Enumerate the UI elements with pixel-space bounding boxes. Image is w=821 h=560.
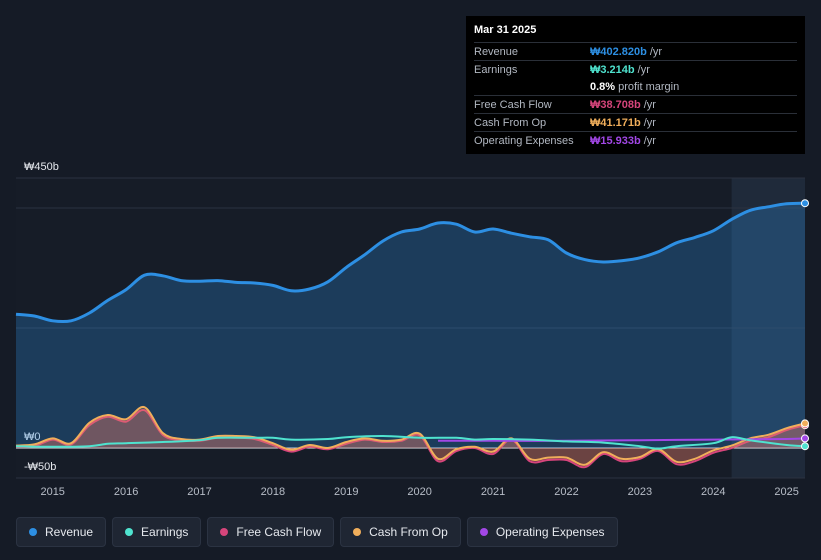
tooltip-row: Operating Expenses ₩15.933b/yr <box>474 131 797 149</box>
earnings-endpoint <box>801 442 809 451</box>
tooltip-value: ₩38.708b <box>590 98 641 111</box>
legend-label: Free Cash Flow <box>236 525 322 539</box>
operating-expenses-endpoint <box>801 434 809 443</box>
operating-expenses-line <box>438 437 806 442</box>
tooltip-label: Revenue <box>474 45 519 58</box>
y-tick-label: ₩0 <box>24 431 41 443</box>
tooltip-label: Operating Expenses <box>474 134 574 147</box>
y-tick-label: ₩450b <box>24 161 59 173</box>
tooltip-unit: /yr <box>643 134 656 147</box>
legend-dot-icon <box>220 528 229 536</box>
legend-item-cash-from-op[interactable]: Cash From Op <box>340 517 461 547</box>
cash-from-op-line <box>15 406 806 466</box>
legend-item-earnings[interactable]: Earnings <box>112 517 202 547</box>
x-tick-label: 2016 <box>114 486 138 498</box>
data-tooltip: Mar 31 2025 Revenue ₩402.820b/yr Earnings ₩… <box>466 16 805 154</box>
tooltip-value: ₩15.933b <box>590 134 641 147</box>
x-tick-label: 2017 <box>187 486 211 498</box>
x-tick-label: 2021 <box>481 486 505 498</box>
legend-item-free-cash-flow[interactable]: Free Cash Flow <box>207 517 335 547</box>
revenue-area <box>16 203 805 448</box>
y-tick-label: -₩50b <box>24 461 56 473</box>
legend-dot-icon <box>125 528 134 536</box>
legend-label: Operating Expenses <box>495 525 605 539</box>
tooltip-unit: /yr <box>643 116 656 129</box>
tooltip-unit: /yr <box>637 63 650 76</box>
tooltip-unit: profit margin <box>618 80 680 93</box>
x-tick-label: 2019 <box>334 486 358 498</box>
tooltip-label: Earnings <box>474 63 518 76</box>
tooltip-unit: /yr <box>649 45 663 58</box>
revenue-line <box>15 201 806 324</box>
tooltip-value: ₩41.171b <box>590 116 641 129</box>
tooltip-row: Free Cash Flow ₩38.708b/yr <box>474 95 797 113</box>
tooltip-row: Earnings ₩3.214b/yr <box>474 60 797 78</box>
tooltip-value: ₩3.214b <box>590 63 635 76</box>
chart-legend: Revenue Earnings Free Cash Flow Cash From O… <box>16 517 618 547</box>
legend-item-operating-expenses[interactable]: Operating Expenses <box>466 517 618 547</box>
cash-from-op-endpoint <box>801 419 809 428</box>
x-tick-label: 2022 <box>554 486 578 498</box>
x-tick-label: 2025 <box>774 486 798 498</box>
legend-dot-icon <box>353 528 362 536</box>
x-tick-label: 2018 <box>261 486 285 498</box>
x-tick-label: 2020 <box>407 486 431 498</box>
tooltip-value: 0.8% <box>590 80 616 93</box>
tooltip-row: Cash From Op ₩41.171b/yr <box>474 113 797 131</box>
legend-dot-icon <box>479 528 488 536</box>
x-tick-label: 2024 <box>701 486 725 498</box>
legend-dot-icon <box>29 528 37 536</box>
tooltip-label: Cash From Op <box>474 116 547 129</box>
tooltip-row: Revenue ₩402.820b/yr <box>474 42 797 60</box>
legend-label: Earnings <box>141 525 189 539</box>
x-tick-label: 2015 <box>40 486 64 498</box>
legend-item-revenue[interactable]: Revenue <box>16 517 107 547</box>
tooltip-label: Free Cash Flow <box>474 98 552 111</box>
legend-label: Revenue <box>45 525 94 539</box>
tooltip-value: ₩402.820b <box>590 45 647 58</box>
tooltip-unit: /yr <box>643 98 656 111</box>
x-tick-label: 2023 <box>628 486 652 498</box>
tooltip-row: 0.8% profit margin <box>474 78 797 95</box>
legend-label: Cash From Op <box>369 525 448 539</box>
financial-chart: ₩450b ₩0 -₩50b 2015 2016 2017 2018 2019 2020 2021… <box>15 161 809 498</box>
earnings-line <box>15 434 806 450</box>
revenue-endpoint <box>801 199 809 208</box>
tooltip-date: Mar 31 2025 <box>474 24 537 36</box>
